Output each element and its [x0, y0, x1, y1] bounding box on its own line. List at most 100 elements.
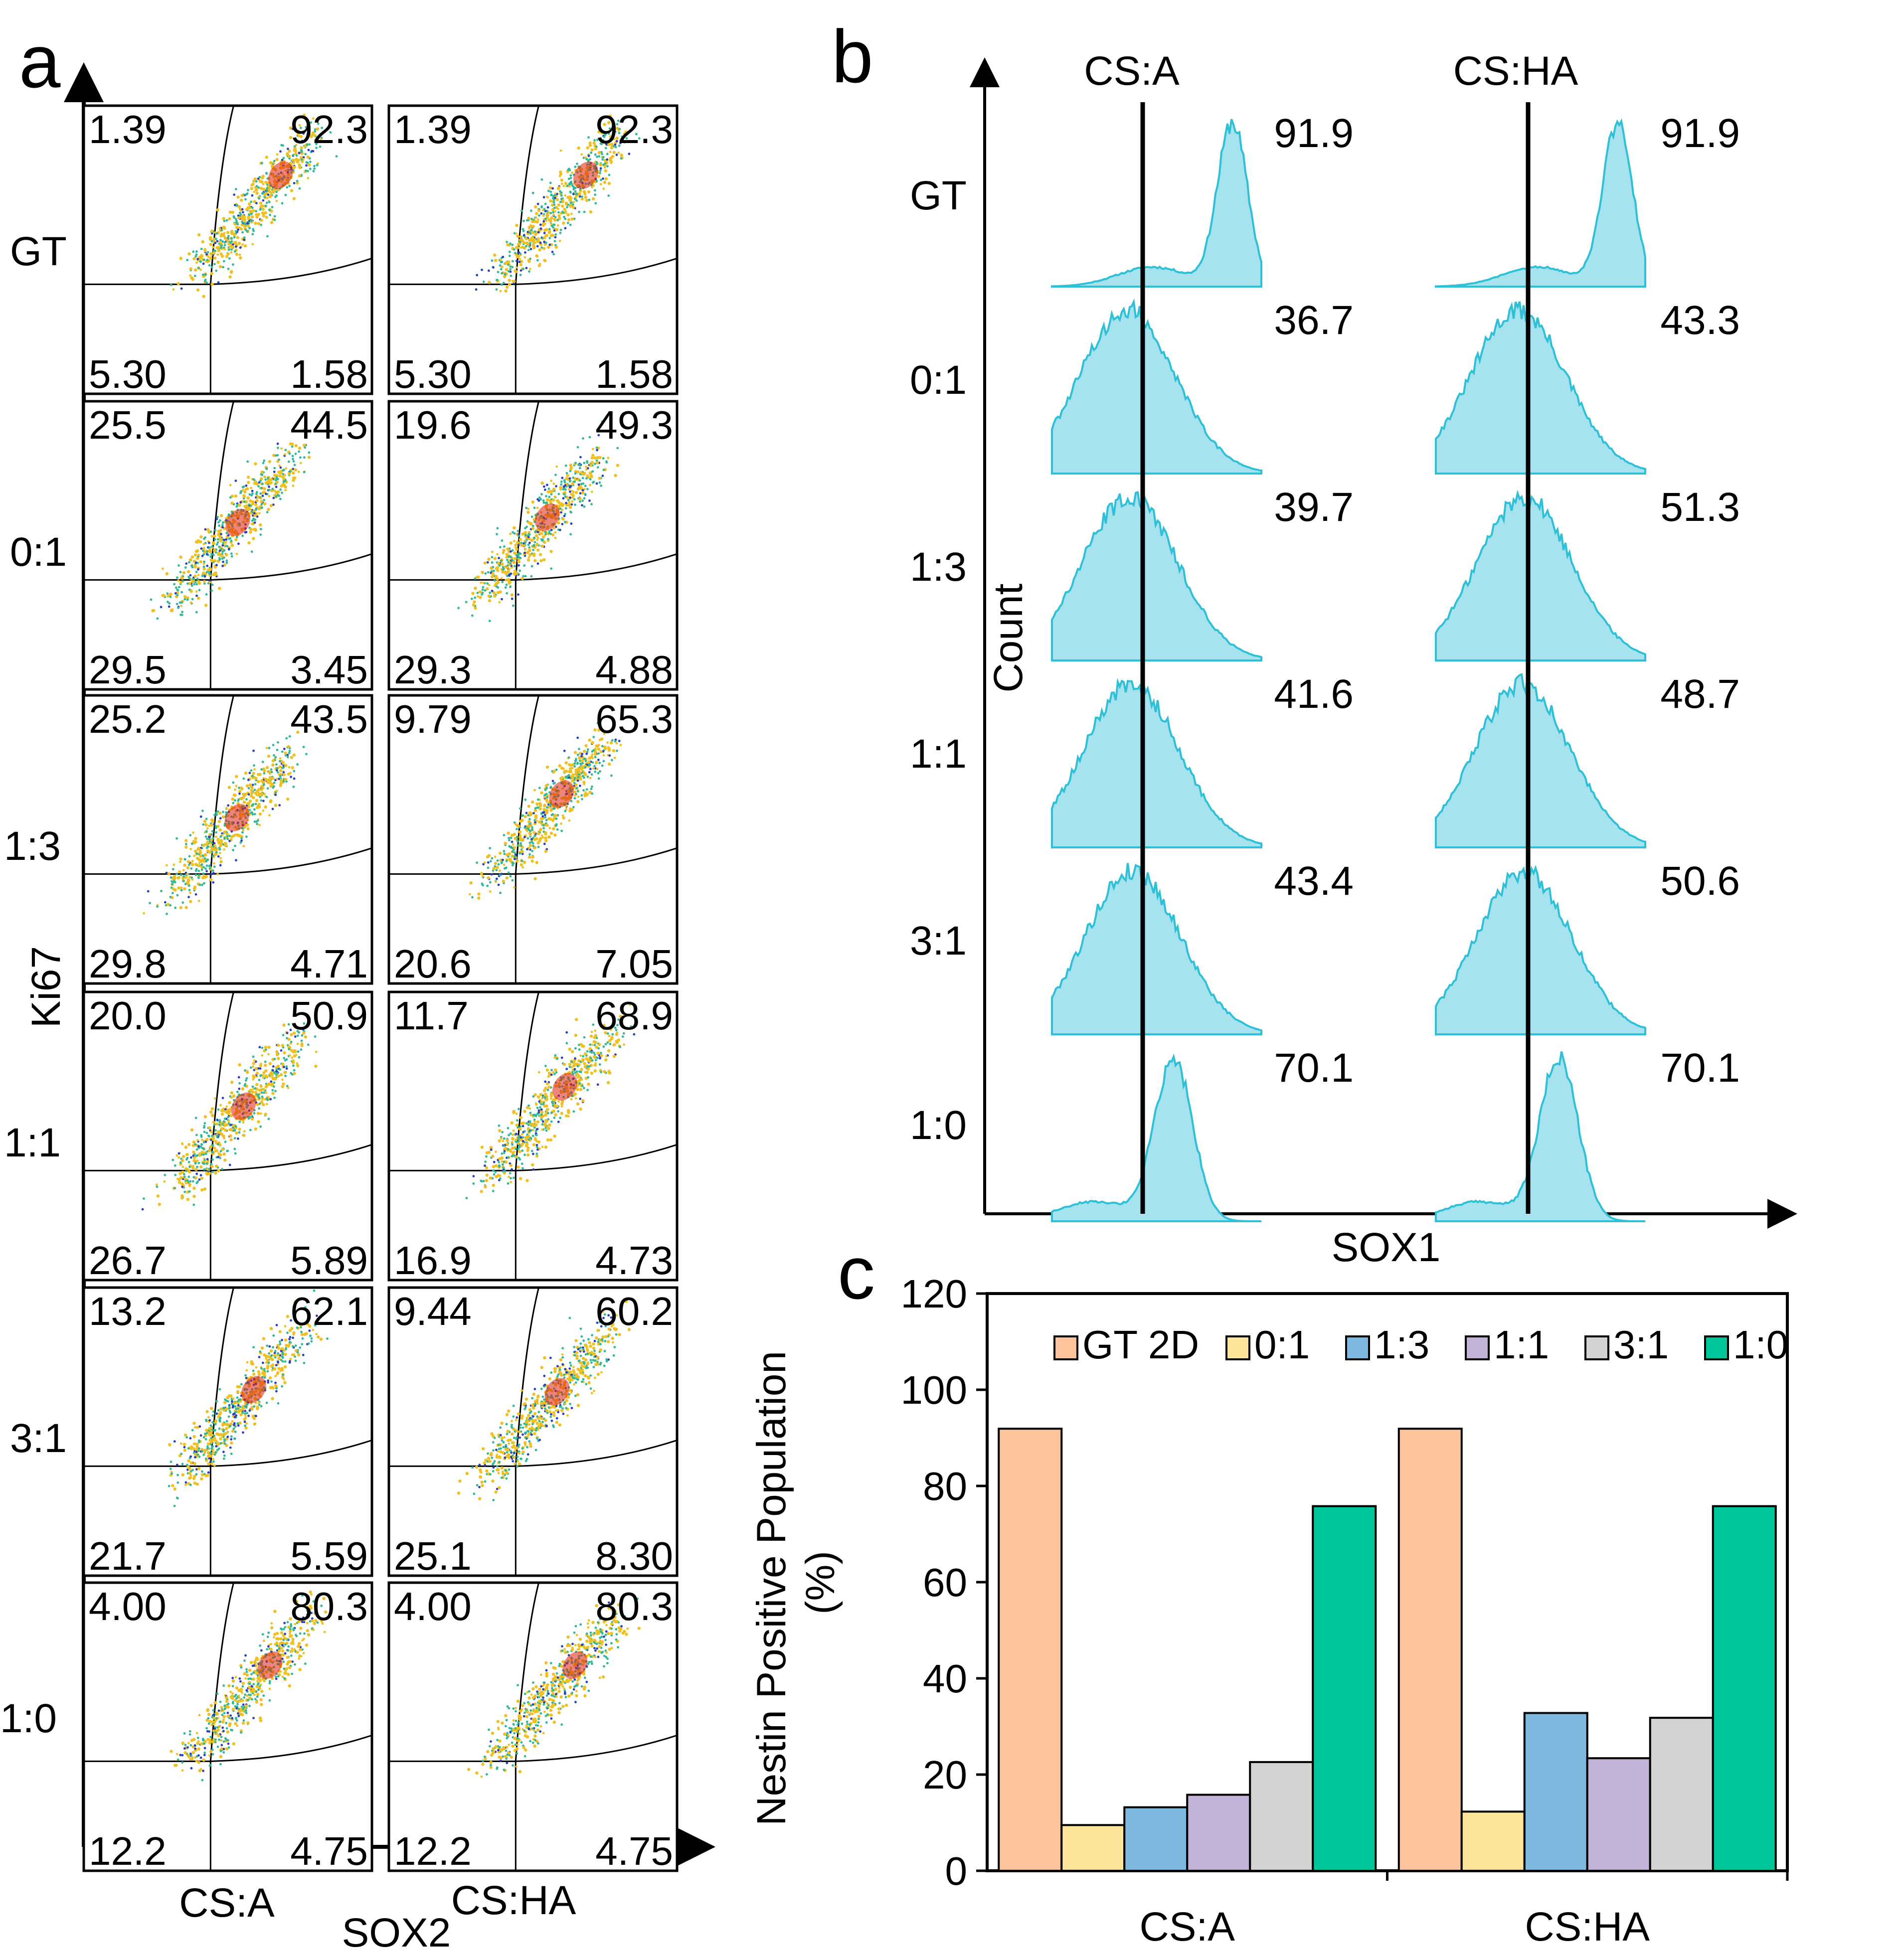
event-dot — [212, 246, 214, 249]
event-dot — [160, 606, 163, 609]
event-dot — [206, 564, 209, 567]
event-dot — [250, 487, 252, 490]
event-dot — [584, 485, 587, 488]
event-dot — [271, 1092, 275, 1095]
event-dot — [553, 229, 556, 232]
event-dot — [195, 594, 198, 597]
event-dot — [522, 268, 525, 270]
event-dot — [249, 508, 252, 510]
event-dot — [263, 490, 266, 493]
event-dot — [578, 479, 581, 482]
event-dot — [545, 495, 547, 497]
event-dot — [260, 487, 263, 490]
event-dot — [200, 248, 203, 250]
event-dot — [568, 167, 570, 170]
event-dot — [260, 799, 263, 802]
event-dot — [255, 188, 258, 192]
event-dot — [594, 756, 597, 759]
event-dot — [308, 451, 311, 454]
event-dot — [512, 531, 514, 534]
event-dot — [143, 912, 145, 915]
event-dot — [505, 268, 508, 271]
event-dot — [538, 787, 541, 789]
event-dot — [472, 1182, 475, 1185]
event-dot — [482, 586, 485, 589]
event-dot — [568, 185, 571, 188]
event-dot — [288, 750, 291, 752]
event-dot — [288, 150, 291, 153]
event-dot — [284, 1075, 287, 1077]
event-dot — [251, 519, 254, 522]
event-dot — [192, 887, 196, 891]
event-dot — [263, 769, 266, 773]
event-dot — [524, 828, 527, 831]
event-dot — [602, 163, 605, 166]
event-dot — [540, 834, 543, 837]
event-dot — [261, 1046, 264, 1049]
event-dot — [560, 766, 564, 770]
event-dot — [209, 1110, 213, 1114]
event-dot — [256, 819, 259, 822]
event-dot — [291, 1056, 294, 1059]
event-dot — [271, 488, 274, 490]
event-dot — [276, 493, 279, 496]
event-dot — [230, 248, 233, 251]
event-dot — [210, 1107, 214, 1111]
event-dot — [586, 748, 589, 751]
event-dot — [523, 1130, 526, 1133]
event-dot — [581, 491, 585, 494]
event-dot — [199, 1165, 203, 1169]
event-dot — [251, 243, 254, 246]
event-dot — [517, 1147, 520, 1150]
event-dot — [196, 258, 199, 261]
event-dot — [223, 248, 226, 251]
event-dot — [616, 447, 619, 450]
event-dot — [514, 557, 517, 560]
event-dot — [226, 239, 229, 243]
event-dot — [604, 177, 608, 180]
event-dot — [260, 1091, 263, 1094]
event-dot — [528, 553, 532, 557]
event-dot — [263, 1091, 265, 1094]
event-dot — [274, 756, 277, 759]
event-dot — [501, 562, 504, 566]
event-dot — [187, 896, 190, 898]
event-dot — [492, 1165, 496, 1168]
event-dot — [279, 757, 282, 760]
event-dot — [249, 784, 252, 787]
event-dot — [209, 567, 212, 570]
event-dot — [562, 486, 565, 488]
event-dot — [224, 1129, 227, 1132]
event-dot — [271, 1077, 275, 1081]
event-dot — [220, 246, 223, 249]
event-dot — [581, 753, 584, 755]
event-dot — [222, 266, 224, 269]
event-dot — [227, 1116, 230, 1119]
event-dot — [531, 828, 533, 831]
event-dot — [248, 209, 252, 213]
event-dot — [242, 801, 246, 804]
event-dot — [590, 1030, 593, 1033]
event-dot — [524, 251, 526, 254]
event-dot — [540, 246, 543, 249]
event-dot — [510, 275, 513, 277]
event-dot — [179, 860, 181, 863]
event-dot — [227, 547, 230, 550]
event-dot — [590, 773, 593, 776]
event-dot — [268, 494, 271, 497]
event-dot — [591, 197, 595, 200]
event-dot — [253, 764, 255, 767]
event-dot — [169, 592, 173, 596]
event-dot — [505, 876, 509, 880]
event-dot — [243, 236, 246, 239]
event-dot — [177, 606, 179, 609]
event-dot — [253, 1059, 256, 1062]
panel-a-row-label: 1:1 — [4, 1120, 61, 1165]
event-dot — [177, 1180, 181, 1184]
event-dot — [210, 589, 213, 592]
event-dot — [595, 744, 598, 748]
event-dot — [271, 763, 275, 767]
event-dot — [288, 452, 291, 455]
event-dot — [202, 1147, 205, 1150]
event-dot — [546, 784, 548, 787]
